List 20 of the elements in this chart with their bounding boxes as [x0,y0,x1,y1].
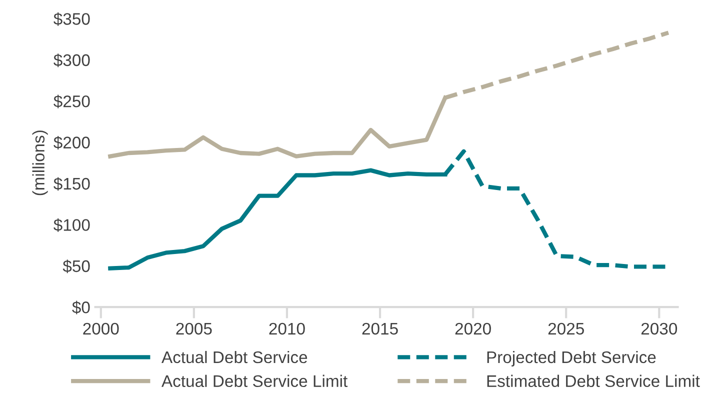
legend-label: Actual Debt Service [162,350,308,364]
legend-label: Actual Debt Service Limit [162,374,348,388]
y-tick-label: $150 [54,177,90,191]
x-tick-label: 2000 [83,322,119,335]
x-tick-label: 2025 [548,322,584,335]
x-tick-label: 2030 [641,322,678,335]
x-tick-label: 2005 [176,322,212,335]
legend-label: Projected Debt Service [487,350,656,366]
x-tick-label: 2015 [362,322,398,335]
y-tick-label: $0 [72,300,90,314]
legend-label: Estimated Debt Service Limit [487,374,700,388]
x-tick-label: 2010 [269,322,305,335]
y-tick-label: $350 [54,12,90,26]
y-tick-label: $50 [62,260,90,274]
y-axis-title: (millions) [32,130,48,196]
x-tick-label: 2020 [455,322,491,335]
y-tick-label: $300 [54,54,90,68]
y-tick-label: $100 [54,218,90,232]
y-tick-label: $200 [54,136,90,150]
y-tick-label: $250 [54,94,90,108]
